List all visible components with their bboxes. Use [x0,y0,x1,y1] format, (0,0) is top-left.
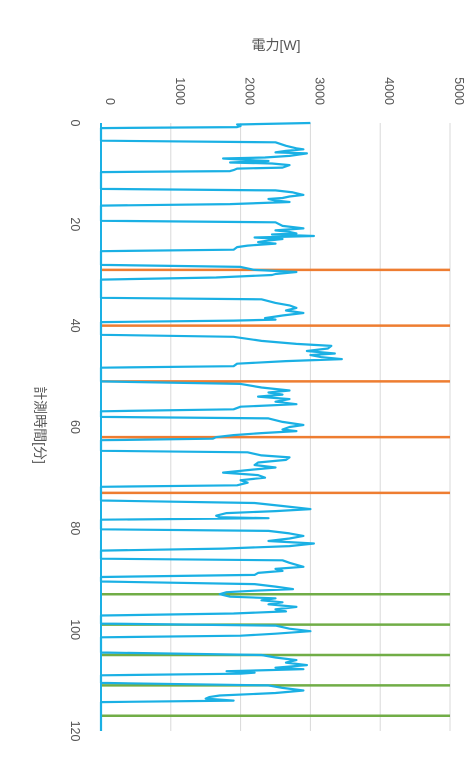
time-tick-labels: 0 20 40 60 80 100 120 [68,120,82,742]
gridlines [170,123,451,731]
time-tick-label: 0 [68,120,82,127]
series-layer [99,121,343,731]
marker-lines [101,268,450,718]
time-tick-label: 80 [68,521,82,535]
power-tick-label: 5000 [452,77,466,105]
power-tick-label: 0 [103,98,117,105]
x-axis-title: 計測時間[分] [32,386,48,464]
power-tick-label: 4000 [382,77,396,105]
power-tick-label: 2000 [243,77,257,105]
power-tick-label: 1000 [173,77,187,105]
time-tick-label: 20 [68,217,82,231]
time-tick-label: 60 [68,420,82,434]
time-tick-label: 40 [68,319,82,333]
power-tick-label: 3000 [312,77,326,105]
time-tick-label: 120 [68,721,82,742]
time-tick-label: 100 [68,619,82,640]
y-axis-title: 電力[W] [252,37,301,53]
power-tick-labels: 0 1000 2000 3000 4000 5000 [103,77,466,105]
power-series-line [99,121,343,731]
